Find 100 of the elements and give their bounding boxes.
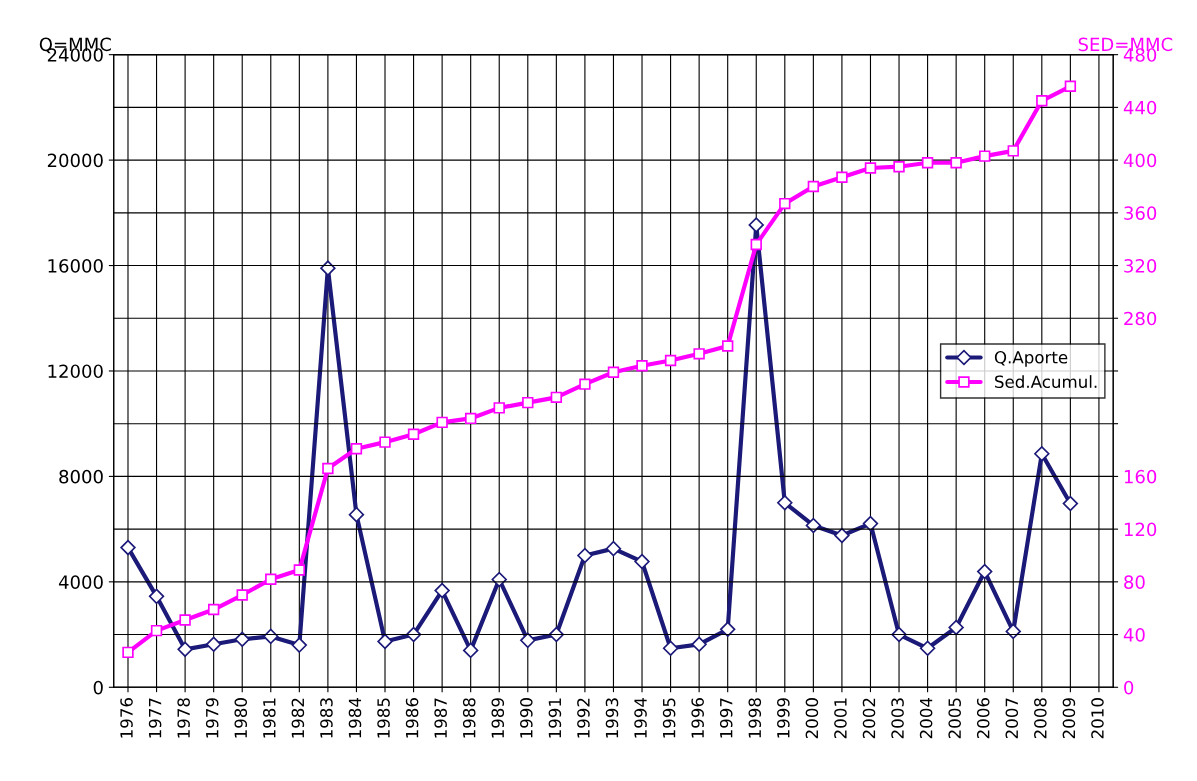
y-tick-label: 16000: [48, 259, 103, 273]
point: [607, 366, 620, 378]
x-tick-label: 1976: [120, 698, 133, 738]
point: [719, 621, 736, 637]
point: [693, 348, 705, 360]
point: [807, 180, 820, 193]
x-tick-label: 2002: [862, 698, 876, 739]
point: [919, 640, 936, 656]
x-tick-label: 2006: [976, 698, 990, 739]
y-tick-label: 0: [93, 680, 103, 695]
x-tick-label: 1978: [177, 698, 190, 738]
y2-tick-label: 320: [1124, 259, 1157, 273]
point: [976, 563, 993, 580]
point: [379, 436, 391, 448]
point: [636, 360, 648, 372]
point: [948, 619, 964, 636]
x-tick-label: 1985: [377, 698, 390, 738]
point: [691, 636, 707, 653]
legend-label: Sed.Acumul.: [995, 375, 1097, 389]
x-tick-label: 1997: [719, 698, 733, 738]
x-tick-label: 2010: [1091, 698, 1104, 739]
point: [177, 641, 193, 658]
x-tick-label: 2007: [1005, 698, 1019, 739]
x-tick-label: 2004: [919, 697, 933, 739]
point: [748, 217, 764, 233]
point: [1007, 145, 1019, 157]
x-tick-label: 1991: [548, 698, 562, 738]
point: [236, 589, 248, 601]
point: [263, 628, 279, 645]
x-tick-label: 1983: [320, 698, 333, 738]
point: [120, 539, 136, 556]
x-tick-label: 1990: [520, 698, 533, 738]
point: [150, 624, 163, 637]
y2-tick-label: 440: [1123, 100, 1157, 115]
x-tick-label: 1981: [263, 698, 276, 738]
point: [862, 515, 879, 532]
point: [407, 428, 420, 440]
point: [1062, 495, 1079, 512]
x-tick-label: 1984: [348, 697, 362, 738]
point: [721, 340, 734, 352]
point: [491, 571, 507, 588]
point: [205, 636, 222, 653]
point: [207, 603, 220, 616]
x-tick-label: 1988: [462, 698, 476, 738]
point: [836, 171, 848, 183]
point: [265, 573, 277, 585]
y2-tick-label: 0: [1124, 680, 1134, 695]
point: [293, 564, 306, 576]
point: [234, 631, 250, 648]
y2-tick-label: 400: [1123, 153, 1157, 168]
point: [493, 402, 505, 414]
y2-tick-label: 160: [1124, 469, 1157, 484]
point: [436, 416, 448, 429]
point: [662, 640, 679, 656]
point: [550, 391, 563, 404]
point: [522, 396, 534, 409]
point: [634, 553, 650, 570]
y-tick-label: 4000: [58, 575, 103, 589]
point: [348, 506, 365, 523]
x-tick-label: 1996: [691, 698, 704, 738]
point: [179, 614, 191, 626]
point: [464, 412, 477, 425]
point: [1064, 80, 1077, 92]
x-tick-label: 2008: [1034, 698, 1047, 739]
point: [1005, 623, 1021, 640]
point: [350, 443, 363, 455]
point: [605, 540, 622, 557]
x-tick-label: 2003: [891, 698, 904, 739]
point: [577, 547, 593, 564]
point: [864, 162, 877, 174]
x-tick-label: 1987: [434, 698, 447, 738]
x-tick-label: 1979: [205, 698, 219, 738]
y-tick-label: 8000: [59, 469, 103, 484]
point: [779, 197, 791, 210]
point: [664, 354, 677, 367]
point: [320, 260, 336, 276]
y2-tick-label: 120: [1124, 522, 1157, 537]
point: [921, 157, 934, 169]
point: [291, 637, 308, 653]
y2-tick-label: 80: [1124, 575, 1145, 589]
x-tick-label: 1989: [491, 698, 505, 738]
x-tick-label: 1998: [748, 698, 762, 738]
y2-tick-label: 280: [1124, 311, 1157, 326]
x-tick-label: 1994: [634, 697, 647, 738]
y2-tick-label: 40: [1123, 628, 1145, 642]
x-tick-label: 1999: [777, 698, 790, 738]
y2-tick-label: 360: [1124, 206, 1157, 220]
x-tick-label: 1992: [577, 698, 590, 738]
point: [405, 626, 422, 643]
point: [979, 150, 991, 162]
y-tick-label: 12000: [48, 364, 103, 379]
x-tick-label: 2001: [834, 698, 847, 739]
point: [462, 642, 479, 659]
point: [1034, 446, 1050, 462]
y-tick-label: 20000: [47, 153, 103, 168]
point: [1036, 95, 1048, 107]
legend-label: Q.Aporte: [994, 350, 1068, 367]
point: [777, 495, 793, 511]
x-tick-label: 1986: [405, 698, 419, 738]
point: [893, 160, 905, 173]
